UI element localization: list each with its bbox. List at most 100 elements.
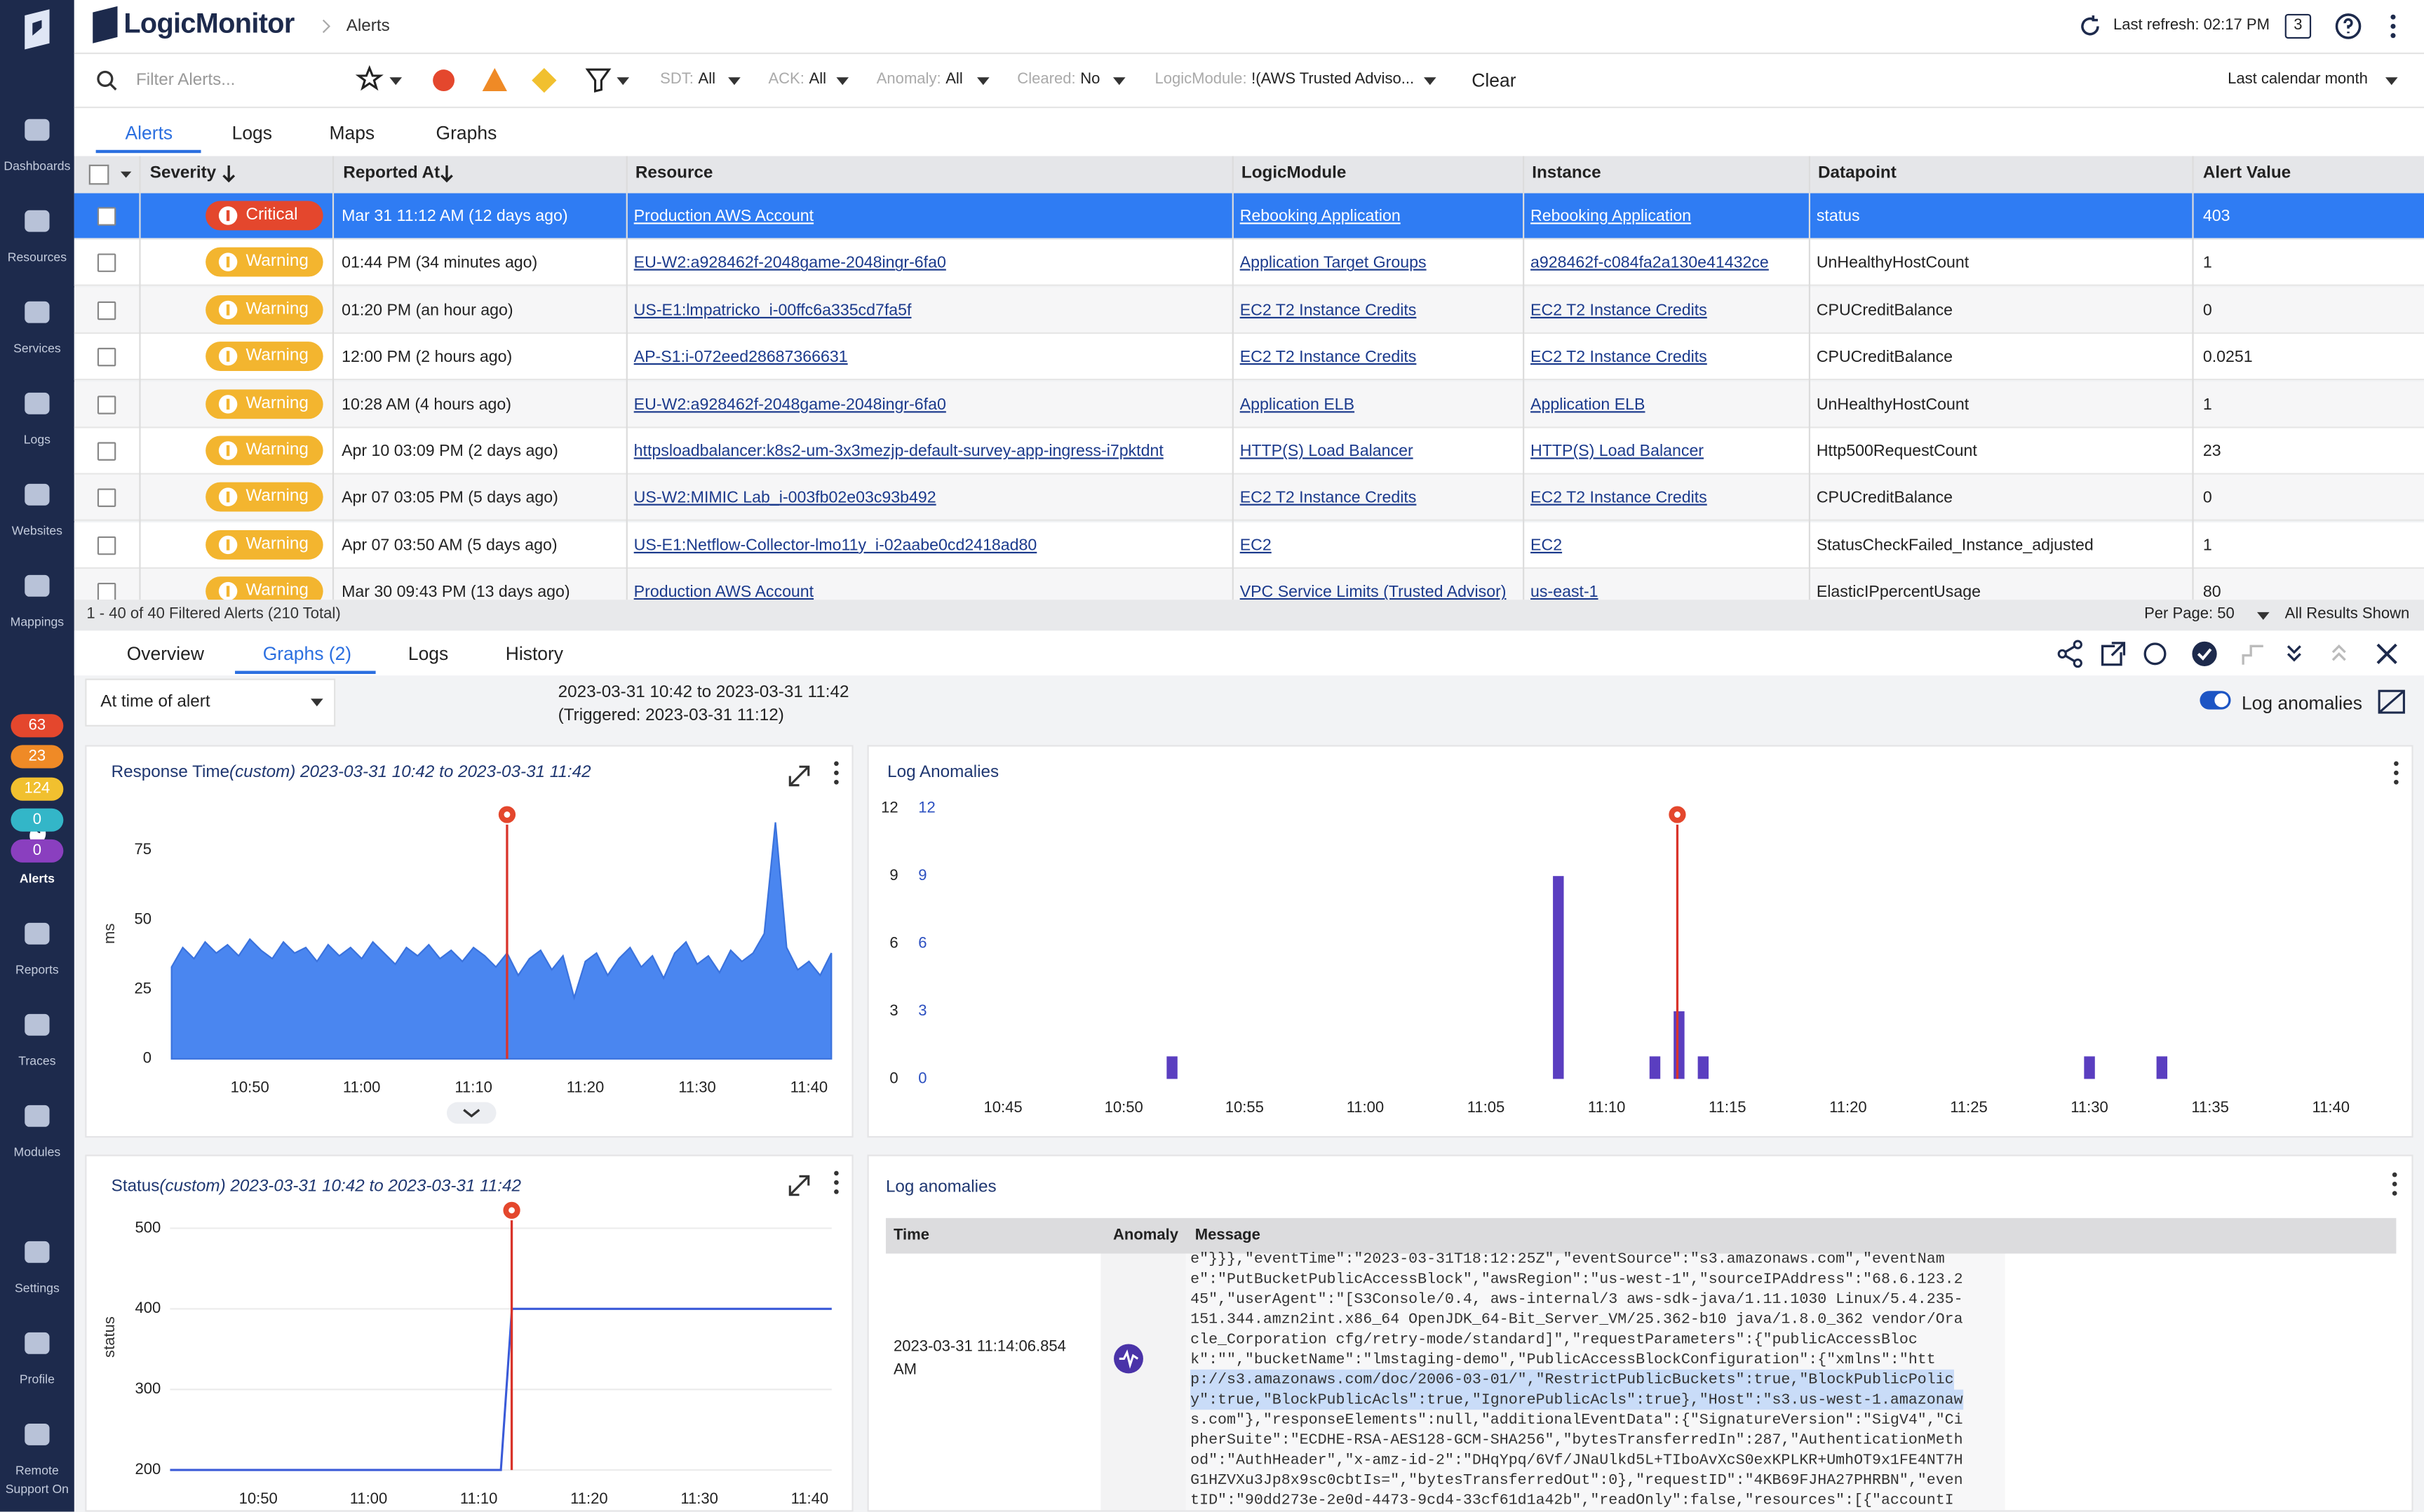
- log-message-line: k":"","bucketName":"lmstaging-demo","Pub…: [1190, 1349, 1936, 1370]
- row-checkbox[interactable]: [97, 583, 116, 600]
- column-divider: [2192, 156, 2193, 600]
- per-page[interactable]: Per Page: 50: [2144, 606, 2235, 623]
- column-header[interactable]: Severity: [150, 164, 216, 182]
- row-checkbox[interactable]: [97, 489, 116, 507]
- row-checkbox[interactable]: [97, 254, 116, 272]
- row-checkbox[interactable]: [97, 207, 116, 225]
- detail-tab[interactable]: Graphs (2): [263, 643, 351, 665]
- detail-tab[interactable]: Overview: [127, 643, 204, 665]
- nav-label[interactable]: Profile: [0, 1371, 74, 1389]
- table-link[interactable]: Rebooking Application: [1530, 194, 1691, 240]
- table-link[interactable]: us-east-1: [1530, 569, 1598, 600]
- alert-count[interactable]: 23: [11, 745, 63, 768]
- table-cell: 403: [2203, 194, 2230, 240]
- table-link[interactable]: a928462f-c084fa2a130e41432ce: [1530, 240, 1769, 286]
- tab[interactable]: Graphs: [436, 122, 497, 144]
- severity-badge: Critical: [206, 201, 323, 231]
- detail-tab[interactable]: History: [506, 643, 563, 665]
- table-link[interactable]: EC2 T2 Instance Credits: [1530, 288, 1707, 334]
- table-link[interactable]: EC2 T2 Instance Credits: [1240, 288, 1417, 334]
- table-link[interactable]: EC2: [1240, 522, 1272, 569]
- nav-label[interactable]: Traces: [0, 1053, 74, 1071]
- table-link[interactable]: AP-S1:i-072eed28687366631: [634, 334, 848, 380]
- caret-shape: [311, 698, 323, 706]
- column-header[interactable]: LogicModule: [1241, 164, 1347, 182]
- nav-label[interactable]: Settings: [0, 1280, 74, 1298]
- arrow: [441, 166, 452, 181]
- table-link[interactable]: US-E1:lmpatricko_i-00ffc6a335cd7fa5f: [634, 288, 912, 334]
- table-link[interactable]: Application ELB: [1530, 382, 1645, 428]
- bar: [1674, 1011, 1684, 1079]
- table-link[interactable]: US-W2:MIMIC Lab_i-003fb02e03c93b492: [634, 475, 936, 522]
- filter[interactable]: LogicModule:!(AWS Trusted Adviso...: [1154, 71, 1414, 88]
- table-link[interactable]: Application ELB: [1240, 382, 1354, 428]
- nav-label[interactable]: Remote Support On: [0, 1462, 74, 1499]
- tab[interactable]: Logs: [232, 122, 272, 144]
- severity-glyph: [227, 586, 229, 597]
- table-link[interactable]: EU-W2:a928462f-2048game-2048ingr-6fa0: [634, 240, 946, 286]
- nav-label[interactable]: Dashboards: [0, 158, 74, 176]
- table-link[interactable]: HTTP(S) Load Balancer: [1530, 428, 1704, 475]
- tab[interactable]: Maps: [329, 122, 375, 144]
- table-link[interactable]: Production AWS Account: [634, 194, 814, 240]
- clear-button[interactable]: Clear: [1472, 69, 1516, 91]
- dot: [2390, 33, 2395, 38]
- panel-menu-dot: [834, 1180, 839, 1185]
- column-header[interactable]: Resource: [635, 164, 713, 182]
- filter-label: ACK:: [768, 71, 804, 88]
- column-header[interactable]: Instance: [1532, 164, 1601, 182]
- alert-count[interactable]: 0: [11, 839, 63, 863]
- x-tick-label: 11:10: [454, 1079, 492, 1096]
- table-link[interactable]: EC2 T2 Instance Credits: [1530, 475, 1707, 522]
- table-link[interactable]: EC2 T2 Instance Credits: [1240, 475, 1417, 522]
- triggered: (Triggered: 2023-03-31 11:12): [558, 706, 784, 724]
- y-tick-label: 0: [889, 1069, 898, 1086]
- nav-label[interactable]: Reports: [0, 961, 74, 980]
- table-link[interactable]: EU-W2:a928462f-2048game-2048ingr-6fa0: [634, 382, 946, 428]
- column-header[interactable]: Reported At: [343, 164, 440, 182]
- table-link[interactable]: Rebooking Application: [1240, 194, 1401, 240]
- table-link[interactable]: HTTP(S) Load Balancer: [1240, 428, 1413, 475]
- alert-count[interactable]: 0: [11, 809, 63, 832]
- filter[interactable]: ACK:All: [768, 71, 826, 88]
- column-divider: [332, 156, 334, 600]
- share-node: [2074, 659, 2081, 666]
- row-checkbox[interactable]: [97, 395, 116, 413]
- y-tick-label: 0: [918, 1069, 927, 1086]
- nav-label[interactable]: Modules: [0, 1144, 74, 1162]
- date-range[interactable]: Last calendar month: [2228, 71, 2368, 88]
- table-link[interactable]: Production AWS Account: [634, 569, 814, 600]
- table-link[interactable]: Application Target Groups: [1240, 240, 1427, 286]
- chart-title-name: Status: [112, 1177, 160, 1196]
- severity-icon: [218, 581, 238, 600]
- nav-label[interactable]: Mappings: [0, 614, 74, 632]
- nav-label[interactable]: Alerts: [0, 870, 74, 889]
- table-cell: Apr 07 03:05 PM (5 days ago): [342, 475, 558, 522]
- filter[interactable]: SDT:All: [660, 71, 715, 88]
- detail-tab[interactable]: Logs: [408, 643, 448, 665]
- table-link[interactable]: US-E1:Netflow-Collector-lmo11y_i-02aabe0…: [634, 522, 1037, 569]
- row-checkbox[interactable]: [97, 442, 116, 460]
- toggle-knob: [2214, 694, 2228, 708]
- toggle-label[interactable]: Log anomalies: [2242, 692, 2362, 714]
- severity-label: Warning: [245, 440, 308, 459]
- table-link[interactable]: EC2 T2 Instance Credits: [1530, 334, 1707, 380]
- column-header[interactable]: Datapoint: [1818, 164, 1897, 182]
- log-anomaly-icon: [2378, 689, 2406, 714]
- filter[interactable]: Cleared:No: [1017, 71, 1100, 88]
- table-link[interactable]: EC2 T2 Instance Credits: [1240, 334, 1417, 380]
- row-checkbox[interactable]: [97, 536, 116, 554]
- alert-count[interactable]: 63: [11, 714, 63, 737]
- row-checkbox[interactable]: [97, 301, 116, 319]
- column-header[interactable]: Alert Value: [2203, 164, 2291, 182]
- row-checkbox[interactable]: [97, 348, 116, 366]
- alert-count[interactable]: 124: [11, 778, 63, 801]
- search-input[interactable]: Filter Alerts...: [136, 71, 235, 89]
- filter[interactable]: Anomaly:All: [877, 71, 963, 88]
- table-cell: StatusCheckFailed_Instance_adjusted: [1817, 522, 2094, 569]
- tab[interactable]: Alerts: [126, 122, 173, 144]
- table-link[interactable]: httpsloadbalancer:k8s2-um-3x3mezjp-defau…: [634, 428, 1164, 475]
- notifications[interactable]: 3: [2285, 14, 2311, 39]
- table-link[interactable]: VPC Service Limits (Trusted Advisor): [1240, 569, 1507, 600]
- table-link[interactable]: EC2: [1530, 522, 1562, 569]
